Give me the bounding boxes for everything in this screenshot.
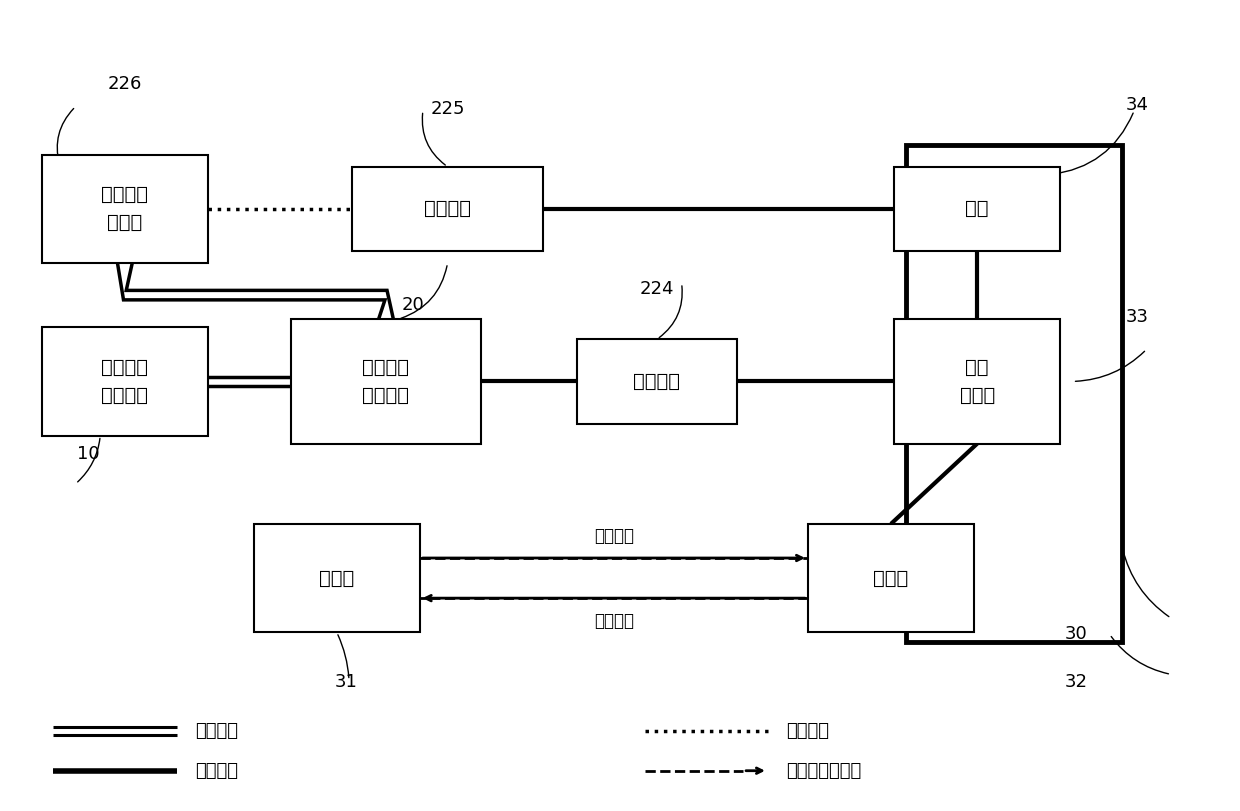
- Bar: [42, 155, 208, 263]
- Bar: [906, 144, 1122, 642]
- Text: 接近开关: 接近开关: [424, 200, 471, 218]
- Text: 反馈信号: 反馈信号: [594, 611, 634, 629]
- Text: 驱动电机: 驱动电机: [634, 372, 681, 391]
- Text: 225: 225: [430, 100, 465, 118]
- Text: 接近开关
触发器: 接近开关 触发器: [102, 186, 149, 232]
- Text: 机械连接: 机械连接: [195, 722, 238, 740]
- Bar: [894, 167, 1060, 251]
- Text: 30: 30: [1064, 625, 1087, 643]
- Bar: [290, 320, 481, 444]
- Text: 10: 10: [77, 444, 99, 462]
- Text: 控制、反馈信号: 控制、反馈信号: [786, 762, 862, 779]
- Text: 33: 33: [1126, 308, 1148, 326]
- Bar: [42, 328, 208, 436]
- Bar: [807, 524, 975, 633]
- Text: 224: 224: [640, 280, 675, 298]
- Bar: [253, 524, 420, 633]
- Text: 控制板: 控制板: [873, 569, 909, 588]
- Text: 电力接线: 电力接线: [195, 762, 238, 779]
- Text: 电机
驱动器: 电机 驱动器: [960, 358, 994, 405]
- Text: 控制信号: 控制信号: [594, 526, 634, 544]
- Text: 上位机: 上位机: [319, 569, 355, 588]
- Text: 32: 32: [1064, 673, 1087, 692]
- Text: 三轴运动
龙门装置: 三轴运动 龙门装置: [362, 358, 409, 405]
- Bar: [894, 320, 1060, 444]
- Text: 34: 34: [1126, 96, 1148, 114]
- Bar: [577, 339, 737, 423]
- Bar: [352, 167, 543, 251]
- Text: 31: 31: [335, 673, 358, 692]
- Text: 20: 20: [402, 296, 424, 314]
- Text: 226: 226: [108, 75, 143, 93]
- Text: 耦合线圈
固定装置: 耦合线圈 固定装置: [102, 358, 149, 405]
- Text: 电源: 电源: [966, 200, 990, 218]
- Text: 磁力连接: 磁力连接: [786, 722, 830, 740]
